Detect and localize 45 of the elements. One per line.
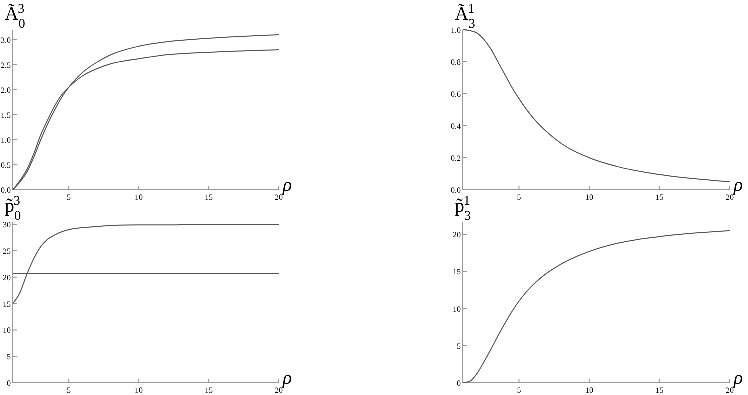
x-tick-label: 15 [656,193,664,202]
x-tick-label: 20 [275,386,283,395]
x-axis-title: ρ [282,368,292,389]
y-tick-label: 1.0 [451,26,461,35]
y-tick-label: 0.5 [1,161,11,170]
x-tick-label: 10 [135,193,143,202]
y-tick-label: 0.8 [451,58,461,67]
y-tick-label: 0.6 [451,90,461,99]
y-tick-label: 20 [3,273,11,282]
y-tick-label: 0 [7,379,11,388]
x-tick-label: 20 [275,193,283,202]
y-tick-label: 0 [457,379,461,388]
x-tick-label: 15 [656,386,664,395]
x-tick-label: 15 [205,193,213,202]
x-axis-title: ρ [733,175,744,196]
y-tick-label: 2.5 [1,61,11,70]
x-tick-label: 5 [67,193,71,202]
y-tick-label: 10 [453,304,461,314]
y-tick-label: 15 [453,268,461,277]
y-tick-label: 5 [7,352,11,362]
x-tick-label: 10 [585,386,594,395]
x-axis-title: ρ [733,368,744,389]
y-tick-label: 15 [3,300,11,309]
x-tick-label: 5 [517,193,522,202]
y-tick-label: 0.2 [451,154,461,163]
y-tick-label: 2.0 [1,86,11,95]
x-tick-label: 5 [67,386,71,395]
y-tick-label: 1.5 [1,111,11,120]
x-tick-label: 5 [517,386,522,395]
y-tick-label: 10 [3,326,11,336]
y-tick-label: 30 [3,220,11,230]
x-tick-label: 10 [585,193,594,202]
x-tick-label: 20 [726,193,734,202]
y-tick-label: 20 [453,230,461,240]
y-tick-label: 0.0 [1,186,11,195]
y-tick-label: 5 [457,342,461,351]
y-tick-label: 1.0 [1,136,11,145]
x-tick-label: 15 [205,386,213,395]
y-tick-label: 25 [3,247,11,256]
y-tick-label: 0.4 [451,122,461,131]
x-tick-label: 20 [726,386,734,395]
x-axis-title: ρ [282,175,292,196]
x-tick-label: 10 [135,386,143,395]
y-tick-label: 3.0 [1,36,11,45]
y-tick-label: 0.0 [451,186,461,195]
